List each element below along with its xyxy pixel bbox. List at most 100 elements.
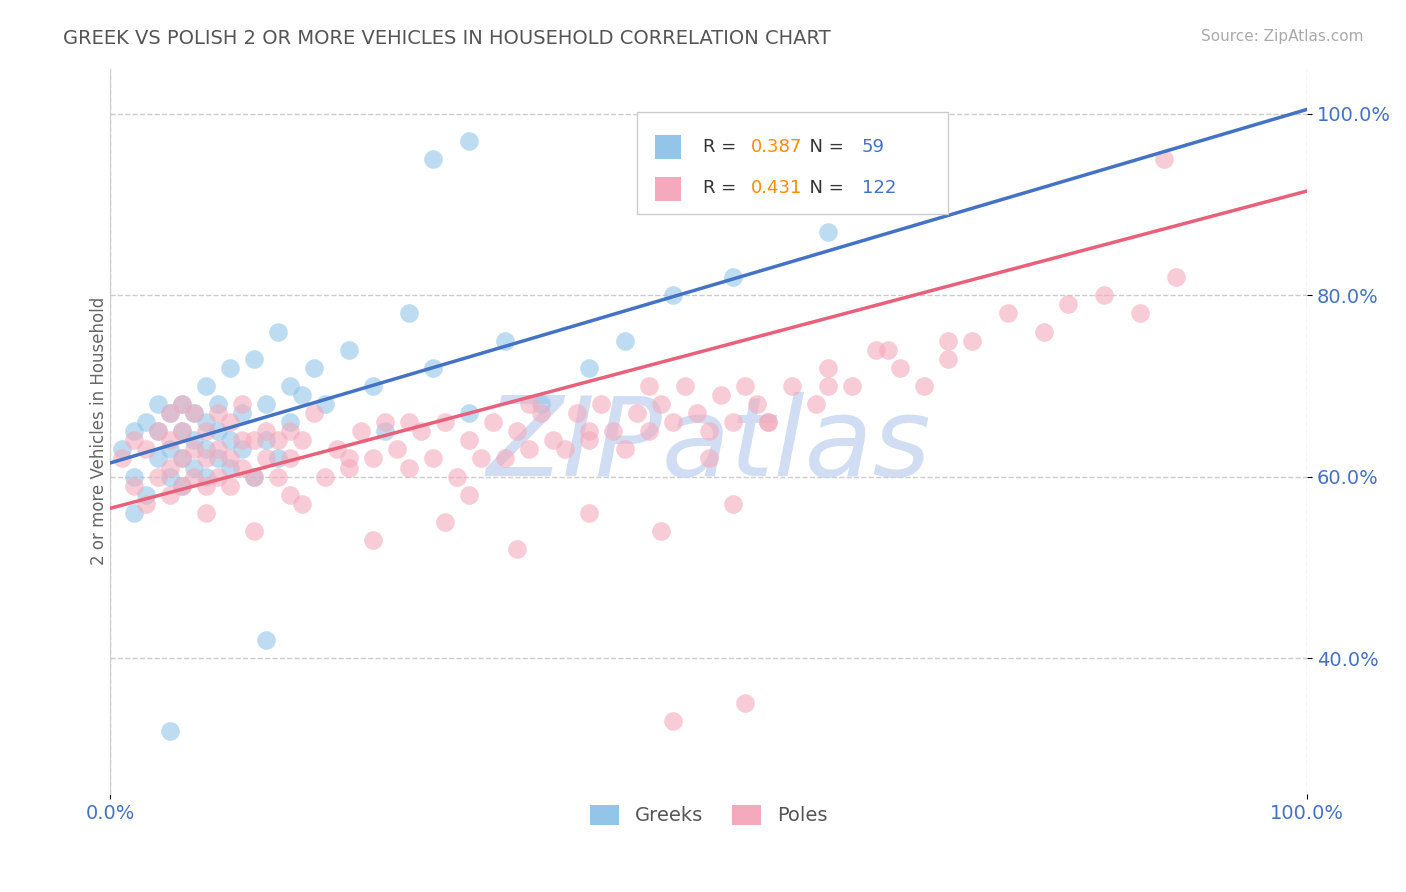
Point — [637, 424, 659, 438]
Point — [170, 424, 193, 438]
Point — [302, 406, 325, 420]
Point — [363, 533, 385, 548]
Point — [697, 424, 720, 438]
Point — [758, 415, 780, 429]
Point — [661, 288, 683, 302]
Point — [637, 379, 659, 393]
Point — [578, 424, 600, 438]
Point — [194, 442, 217, 457]
Point — [865, 343, 887, 357]
Point — [339, 451, 361, 466]
Point — [387, 442, 409, 457]
Point — [122, 434, 145, 448]
Point — [146, 424, 169, 438]
Point — [673, 379, 696, 393]
Point — [758, 415, 780, 429]
FancyBboxPatch shape — [655, 136, 681, 159]
Point — [661, 415, 683, 429]
Point — [278, 451, 301, 466]
Point — [565, 406, 588, 420]
Point — [183, 406, 205, 420]
Text: 59: 59 — [862, 138, 884, 156]
Point — [602, 424, 624, 438]
Text: ZIPatlas: ZIPatlas — [486, 392, 931, 500]
Text: 0.431: 0.431 — [751, 179, 801, 197]
Text: R =: R = — [703, 179, 741, 197]
Point — [1153, 152, 1175, 166]
Point — [398, 306, 420, 320]
Point — [159, 406, 181, 420]
Point — [470, 451, 492, 466]
Point — [278, 424, 301, 438]
Point — [266, 434, 288, 448]
Point — [374, 415, 396, 429]
Point — [266, 469, 288, 483]
Point — [135, 488, 157, 502]
Point — [218, 360, 240, 375]
FancyBboxPatch shape — [637, 112, 948, 213]
Point — [817, 360, 839, 375]
Point — [506, 542, 529, 557]
Point — [339, 460, 361, 475]
Text: N =: N = — [799, 138, 851, 156]
Point — [458, 406, 481, 420]
Point — [231, 442, 253, 457]
Point — [218, 479, 240, 493]
Point — [170, 451, 193, 466]
Point — [170, 397, 193, 411]
Point — [434, 415, 457, 429]
Point — [841, 379, 863, 393]
Text: 122: 122 — [862, 179, 896, 197]
Point — [721, 270, 744, 285]
Point — [817, 379, 839, 393]
Point — [530, 397, 553, 411]
Point — [194, 451, 217, 466]
Point — [734, 379, 756, 393]
Point — [194, 469, 217, 483]
Point — [782, 379, 804, 393]
Point — [458, 134, 481, 148]
Point — [422, 451, 444, 466]
Point — [266, 451, 288, 466]
Point — [170, 424, 193, 438]
Point — [146, 424, 169, 438]
Point — [578, 434, 600, 448]
Point — [254, 632, 277, 647]
Point — [207, 442, 229, 457]
Point — [626, 406, 648, 420]
Point — [183, 460, 205, 475]
Point — [398, 460, 420, 475]
Point — [218, 451, 240, 466]
Text: Source: ZipAtlas.com: Source: ZipAtlas.com — [1201, 29, 1364, 44]
Point — [363, 379, 385, 393]
Point — [912, 379, 935, 393]
Point — [159, 434, 181, 448]
FancyBboxPatch shape — [655, 177, 681, 201]
Point — [194, 379, 217, 393]
Point — [517, 397, 540, 411]
Point — [997, 306, 1019, 320]
Point — [146, 469, 169, 483]
Point — [936, 351, 959, 366]
Point — [218, 460, 240, 475]
Point — [194, 424, 217, 438]
Point — [218, 434, 240, 448]
Point — [122, 506, 145, 520]
Point — [111, 451, 134, 466]
Point — [146, 451, 169, 466]
Point — [398, 415, 420, 429]
Text: R =: R = — [703, 138, 741, 156]
Point — [170, 451, 193, 466]
Point — [650, 524, 672, 538]
Point — [183, 406, 205, 420]
Point — [159, 442, 181, 457]
Point — [194, 415, 217, 429]
Y-axis label: 2 or more Vehicles in Household: 2 or more Vehicles in Household — [90, 297, 108, 566]
Point — [650, 397, 672, 411]
Point — [1092, 288, 1115, 302]
Point — [159, 406, 181, 420]
Point — [278, 415, 301, 429]
Point — [290, 434, 312, 448]
Point — [517, 442, 540, 457]
Point — [231, 406, 253, 420]
